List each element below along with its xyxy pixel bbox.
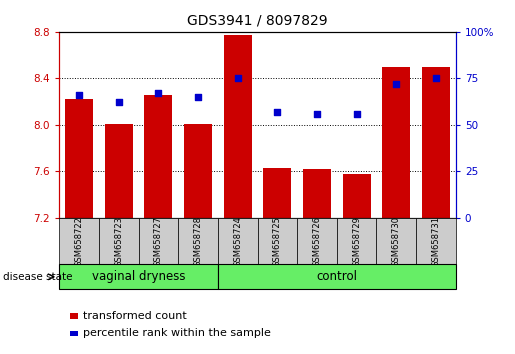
- Text: GSM658731: GSM658731: [432, 216, 440, 267]
- Point: [392, 81, 401, 87]
- Bar: [343, 173, 370, 218]
- Bar: [105, 124, 132, 218]
- Bar: [264, 168, 291, 218]
- FancyBboxPatch shape: [218, 218, 258, 264]
- FancyBboxPatch shape: [99, 218, 139, 264]
- Bar: [422, 67, 450, 218]
- Text: GSM658728: GSM658728: [194, 216, 202, 267]
- Text: GSM658729: GSM658729: [352, 216, 361, 267]
- Text: transformed count: transformed count: [83, 311, 186, 321]
- Text: GSM658723: GSM658723: [114, 216, 123, 267]
- Point: [352, 111, 360, 116]
- Point: [432, 75, 440, 81]
- FancyBboxPatch shape: [337, 218, 376, 264]
- FancyBboxPatch shape: [297, 218, 337, 264]
- Bar: [383, 67, 410, 218]
- FancyBboxPatch shape: [218, 264, 456, 289]
- Bar: [184, 124, 212, 218]
- FancyBboxPatch shape: [258, 218, 297, 264]
- Bar: [145, 95, 172, 218]
- Text: vaginal dryness: vaginal dryness: [92, 270, 185, 283]
- Title: GDS3941 / 8097829: GDS3941 / 8097829: [187, 14, 328, 28]
- FancyBboxPatch shape: [178, 218, 218, 264]
- Point: [273, 109, 281, 115]
- FancyBboxPatch shape: [59, 218, 99, 264]
- Text: GSM658722: GSM658722: [75, 216, 83, 267]
- Text: GSM658725: GSM658725: [273, 216, 282, 267]
- Point: [114, 99, 123, 105]
- FancyBboxPatch shape: [376, 218, 416, 264]
- Text: GSM658726: GSM658726: [313, 216, 321, 267]
- Bar: [65, 99, 93, 218]
- Text: percentile rank within the sample: percentile rank within the sample: [83, 329, 271, 338]
- Bar: [224, 35, 251, 218]
- FancyBboxPatch shape: [416, 218, 456, 264]
- Text: GSM658724: GSM658724: [233, 216, 242, 267]
- Text: GSM658727: GSM658727: [154, 216, 163, 267]
- Text: control: control: [316, 270, 357, 283]
- Point: [234, 75, 242, 81]
- Point: [154, 90, 163, 96]
- Text: disease state: disease state: [3, 272, 72, 282]
- Text: GSM658730: GSM658730: [392, 216, 401, 267]
- Bar: [303, 169, 331, 218]
- Point: [194, 94, 202, 100]
- Point: [313, 111, 321, 116]
- Point: [75, 92, 83, 98]
- FancyBboxPatch shape: [139, 218, 178, 264]
- FancyBboxPatch shape: [59, 264, 218, 289]
